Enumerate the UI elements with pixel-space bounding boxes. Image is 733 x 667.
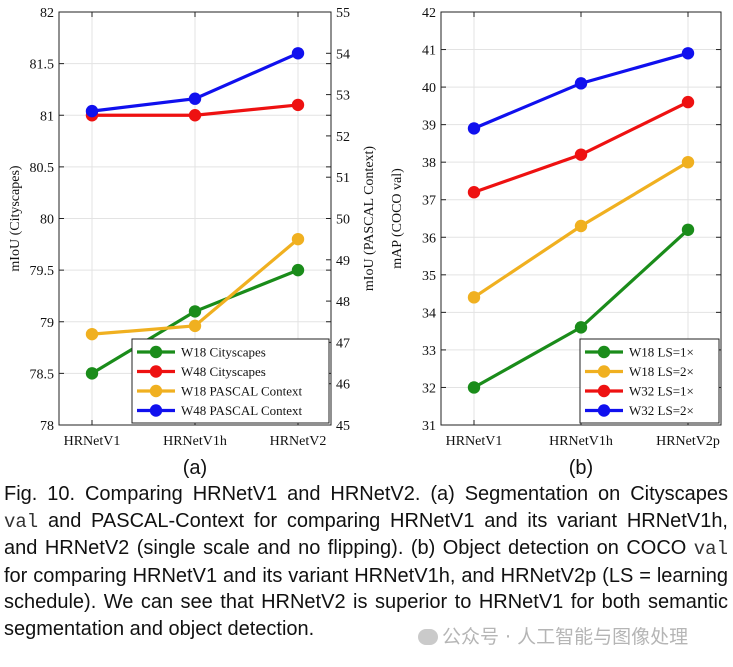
watermark-text: 公众号 · 人工智能与图像处理: [442, 626, 689, 648]
x-tick-label: HRNetV1: [446, 434, 503, 449]
x-tick-label: HRNetV1: [64, 434, 121, 449]
legend-label: W18 LS=1×: [629, 345, 694, 360]
y2-tick-label: 52: [336, 130, 350, 145]
y-tick-label: 38: [422, 156, 436, 171]
data-point: [681, 47, 695, 60]
legend-swatch-marker: [597, 365, 611, 378]
y-tick-label: 32: [422, 381, 436, 396]
panel-label: (b): [569, 457, 593, 479]
y-axis-label: mIoU (Cityscapes): [8, 165, 23, 271]
data-point: [188, 109, 202, 122]
data-point: [681, 223, 695, 236]
y2-tick-label: 55: [336, 6, 350, 21]
panel-label: (a): [183, 457, 207, 479]
data-point: [681, 155, 695, 169]
y-tick-label: 41: [422, 44, 436, 59]
y-tick-label: 34: [422, 306, 436, 321]
y-tick-label: 40: [422, 81, 436, 96]
y-tick-label: 42: [422, 6, 436, 21]
legend-swatch-marker: [597, 384, 611, 398]
y2-tick-label: 49: [336, 254, 350, 269]
legend-label: W18 PASCAL Context: [181, 384, 302, 399]
x-tick-label: HRNetV2p: [656, 434, 720, 449]
y-tick-label: 31: [422, 419, 436, 434]
data-point: [574, 219, 588, 233]
data-point: [467, 291, 481, 304]
data-point: [467, 122, 481, 135]
y2-tick-label: 45: [336, 419, 350, 434]
legend-swatch-marker: [597, 404, 611, 417]
legend-swatch-marker: [149, 345, 163, 359]
data-point: [467, 186, 481, 199]
data-point: [467, 381, 481, 394]
y-axis-label: mAP (COCO val): [390, 168, 405, 269]
caption-text-3: for comparing HRNetV1 and its variant HR…: [4, 564, 728, 640]
legend-label: W18 Cityscapes: [181, 345, 266, 360]
y-tick-label: 81.5: [30, 58, 55, 73]
x-tick-label: HRNetV1h: [549, 434, 613, 449]
y-tick-label: 82: [40, 6, 54, 21]
x-tick-label: HRNetV2: [270, 434, 327, 449]
x-tick-label: HRNetV1h: [163, 434, 227, 449]
caption-text-2: and PASCAL-Context for comparing HRNetV1…: [4, 509, 728, 560]
legend-label: W48 PASCAL Context: [181, 403, 302, 418]
y-tick-label: 78: [40, 419, 54, 434]
y-tick-label: 79.5: [30, 264, 55, 279]
legend-label: W32 LS=2×: [629, 403, 694, 418]
legend-label: W48 Cityscapes: [181, 364, 266, 379]
y2-tick-label: 51: [336, 171, 350, 186]
legend-swatch-marker: [597, 345, 611, 359]
data-point: [574, 148, 588, 161]
legend-label: W32 LS=1×: [629, 384, 694, 399]
data-point: [291, 47, 305, 60]
y2-tick-label: 46: [336, 378, 350, 393]
watermark: 公众号 · 人工智能与图像处理: [418, 622, 688, 649]
y-tick-label: 36: [422, 231, 436, 246]
figure: 78 78.5 79 79.5 80 80.5 81 81.5 82 45 46 47 48 49 50 51…: [8, 6, 722, 479]
y2-axis-label: mIoU (PASCAL Context): [362, 146, 377, 292]
y-tick-label: 35: [422, 269, 436, 284]
data-point: [574, 321, 588, 334]
y2-tick-label: 53: [336, 89, 350, 104]
y-tick-label: 37: [422, 194, 436, 209]
data-point: [188, 319, 202, 333]
data-point: [681, 95, 695, 109]
y-tick-label: 80.5: [30, 161, 55, 176]
y-tick-label: 78.5: [30, 367, 55, 382]
data-point: [188, 305, 202, 318]
legend-swatch-marker: [149, 365, 163, 378]
y-tick-label: 80: [40, 213, 54, 228]
data-point: [85, 327, 99, 341]
caption-text-1: Fig. 10. Comparing HRNetV1 and HRNetV2. …: [4, 483, 728, 505]
data-point: [291, 232, 305, 246]
data-point: [188, 92, 202, 105]
figure-caption: Fig. 10. Comparing HRNetV1 and HRNetV2. …: [4, 481, 728, 642]
data-point: [574, 77, 588, 90]
data-point: [85, 104, 99, 118]
wechat-icon: [418, 629, 438, 645]
y2-tick-label: 50: [336, 213, 350, 228]
data-point: [85, 367, 99, 380]
data-point: [291, 98, 305, 112]
y2-tick-label: 48: [336, 295, 350, 310]
legend-swatch-marker: [149, 384, 163, 398]
y2-tick-label: 47: [336, 336, 350, 351]
y2-tick-label: 54: [336, 47, 350, 62]
legend-swatch-marker: [149, 404, 163, 417]
y-tick-label: 39: [422, 119, 436, 134]
caption-code-val-2: val: [693, 538, 728, 560]
data-point: [291, 263, 305, 277]
y-tick-label: 81: [40, 109, 54, 124]
caption-code-val-1: val: [4, 510, 39, 533]
y-tick-label: 33: [422, 344, 436, 359]
y-tick-label: 79: [40, 316, 54, 331]
legend-label: W18 LS=2×: [629, 364, 694, 379]
